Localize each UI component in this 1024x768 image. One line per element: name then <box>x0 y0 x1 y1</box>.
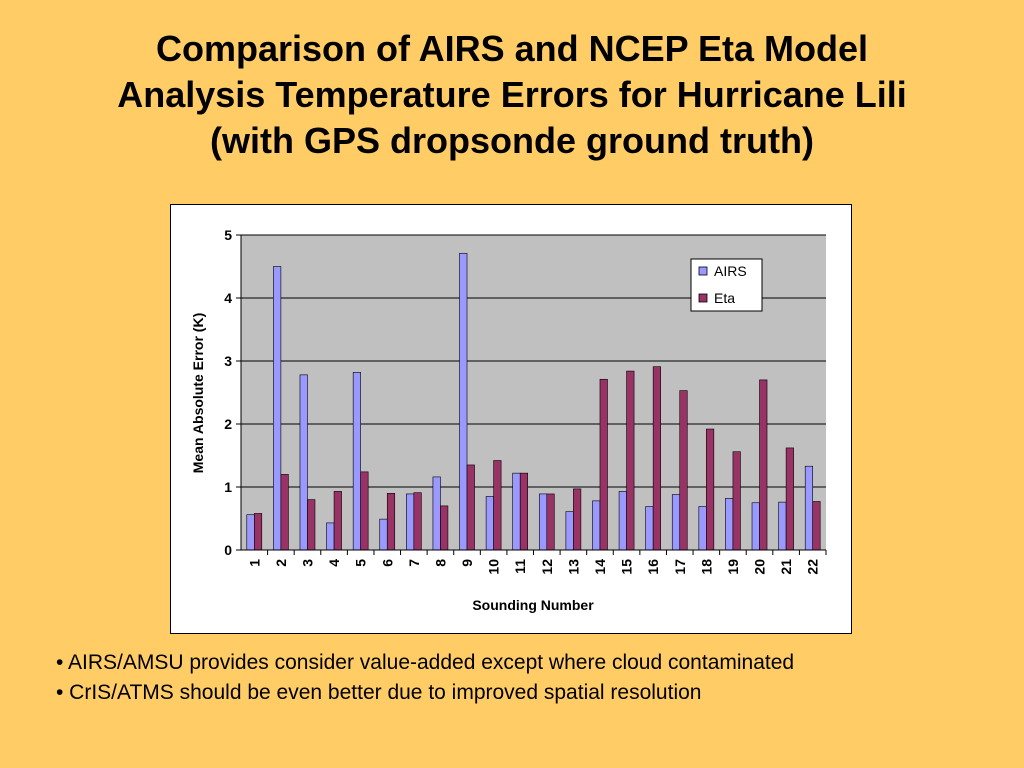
x-tick-label: 17 <box>672 559 688 575</box>
title-line-1: Comparison of AIRS and NCEP Eta Model <box>155 28 869 69</box>
x-tick-label: 18 <box>698 559 714 575</box>
bar-airs <box>459 252 468 551</box>
y-axis-label: Mean Absolute Error (K) <box>190 313 206 474</box>
legend-swatch-airs <box>698 266 708 276</box>
legend-swatch-eta <box>698 293 708 303</box>
bar-airs <box>778 501 787 551</box>
x-tick-label: 6 <box>379 559 395 567</box>
y-tick-label: 5 <box>224 227 232 243</box>
title-line-3: (with GPS dropsonde ground truth) <box>210 120 814 161</box>
legend-label-eta: Eta <box>714 290 735 306</box>
bar-eta <box>812 501 821 551</box>
bar-eta <box>546 493 555 551</box>
bar-airs <box>326 522 335 551</box>
y-tick-label: 3 <box>224 353 232 369</box>
bar-airs <box>273 266 282 551</box>
bar-eta <box>785 447 794 551</box>
title-line-2: Analysis Temperature Errors for Hurrican… <box>117 74 907 115</box>
y-axis-ticks: 0 1 2 3 4 5 <box>224 227 241 558</box>
bar-airs <box>406 493 415 551</box>
bar-eta <box>626 370 635 551</box>
bar-eta <box>280 474 289 551</box>
legend-label-airs: AIRS <box>714 263 747 279</box>
x-axis-ticks: 1 2 3 4 5 6 7 8 9 10 11 12 13 14 15 16 17 18 19 20 21 22 <box>246 550 827 575</box>
bar-eta <box>307 499 316 551</box>
legend: AIRS Eta <box>690 258 763 312</box>
bar-airs <box>804 465 814 551</box>
bar-eta <box>466 464 475 551</box>
bar-airs <box>432 476 441 551</box>
gridlines <box>241 234 826 488</box>
bar-eta <box>333 491 342 551</box>
x-tick-label: 4 <box>326 559 342 567</box>
bar-eta <box>253 513 263 551</box>
x-tick-label: 12 <box>539 559 555 575</box>
bar-eta <box>599 378 608 551</box>
y-tick-label: 4 <box>224 290 232 306</box>
x-tick-label: 8 <box>432 559 448 567</box>
bar-eta <box>759 379 768 551</box>
bar-eta <box>519 472 529 551</box>
bar-airs <box>565 511 574 551</box>
bar-eta <box>440 505 449 551</box>
x-tick-label: 21 <box>778 559 794 575</box>
bar-airs <box>246 514 255 551</box>
bar-airs <box>671 494 681 551</box>
bar-eta <box>413 492 422 551</box>
bar-airs <box>645 506 654 551</box>
bar-eta <box>652 366 661 551</box>
bullet-item-2: • CrIS/ATMS should be even better due to… <box>56 681 702 704</box>
x-tick-label: 1 <box>246 559 262 567</box>
x-tick-label: 19 <box>725 559 741 575</box>
x-tick-label: 14 <box>592 559 608 575</box>
bar-airs <box>698 506 707 551</box>
x-tick-label: 5 <box>353 559 369 567</box>
x-tick-label: 11 <box>512 559 528 574</box>
x-tick-label: 20 <box>752 559 768 575</box>
bar-airs <box>618 491 627 551</box>
x-tick-label: 16 <box>645 559 661 575</box>
bar-eta <box>573 488 582 551</box>
bar-airs <box>751 502 760 551</box>
x-tick-label: 10 <box>486 559 502 575</box>
x-tick-label: 7 <box>406 559 422 567</box>
bar-airs <box>379 518 388 551</box>
bullet-item-1: • AIRS/AMSU provides consider value-adde… <box>56 651 795 674</box>
slide-title: Comparison of AIRS and NCEP Eta Model An… <box>0 26 1024 164</box>
bar-eta <box>706 428 715 551</box>
bar-eta <box>360 471 369 551</box>
bar-eta <box>679 390 688 551</box>
bar-eta <box>732 451 741 551</box>
bar-airs <box>512 472 521 551</box>
bar-airs <box>538 493 548 551</box>
bar-airs <box>592 500 601 551</box>
bar-eta <box>386 492 396 551</box>
x-tick-label: 13 <box>565 559 581 575</box>
y-tick-label: 1 <box>224 479 232 495</box>
x-tick-label: 15 <box>619 559 635 575</box>
x-axis-label: Sounding Number <box>472 597 594 613</box>
x-tick-label: 9 <box>459 559 475 567</box>
y-tick-label: 2 <box>224 416 232 432</box>
bar-airs <box>725 498 734 551</box>
bullet-list: • AIRS/AMSU provides consider value-adde… <box>56 648 1016 708</box>
x-tick-label: 22 <box>805 559 821 575</box>
x-tick-label: 3 <box>299 559 315 567</box>
bar-airs <box>485 496 494 551</box>
bar-airs <box>299 374 308 551</box>
x-tick-label: 2 <box>273 559 289 567</box>
y-tick-label: 0 <box>224 542 232 558</box>
bar-eta <box>493 460 502 551</box>
bar-airs <box>352 372 361 551</box>
